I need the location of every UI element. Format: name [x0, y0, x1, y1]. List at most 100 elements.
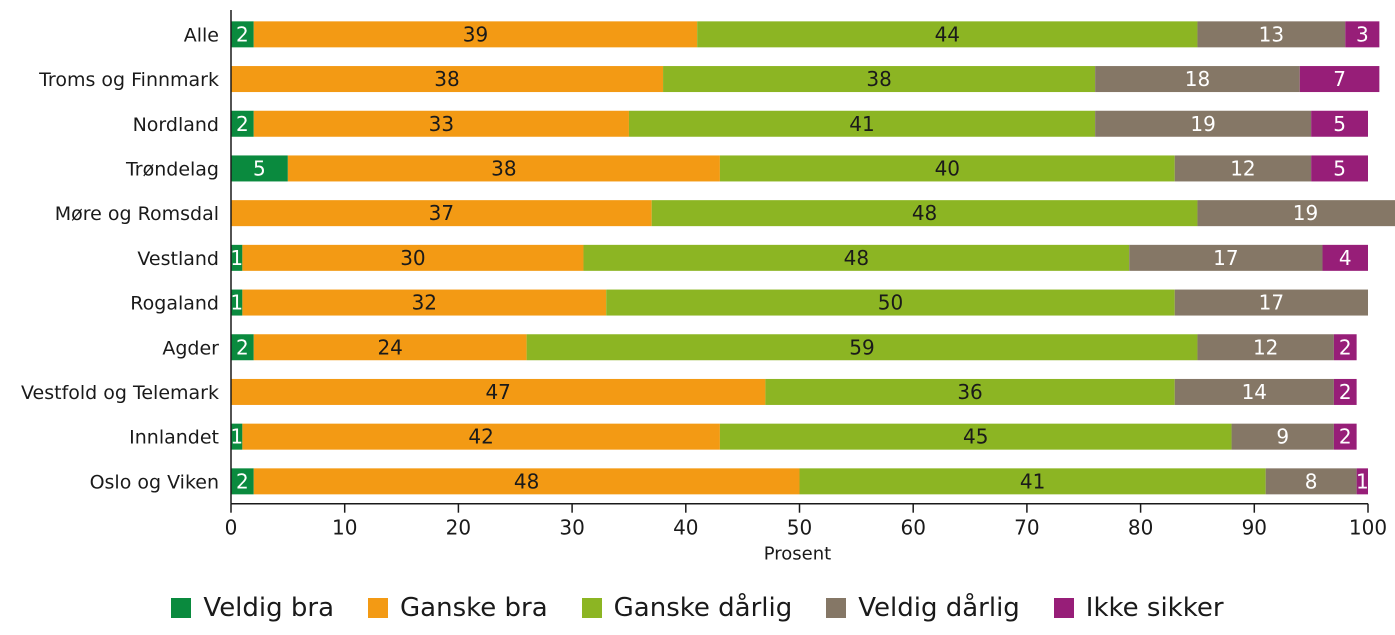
category-label: Vestland — [137, 248, 219, 270]
data-label: 2 — [236, 22, 249, 46]
data-label: 19 — [1293, 201, 1318, 225]
data-label: 37 — [429, 201, 454, 225]
category-label: Troms og Finnmark — [38, 69, 219, 91]
legend-item-ganske-d-rlig: Ganske dårlig — [581, 593, 792, 623]
stacked-bar-chart: 2 39 44 13 338 38 18 72 33 41 19 55 38 40 12 537 48 191 30… — [21, 10, 1395, 565]
category-labels: Alle Troms og Finnmark Nordland Trøndelag Mø… — [21, 24, 219, 493]
bar-segment-ganske-d-rlig — [628, 110, 1096, 137]
bar-segment-veldig-bra — [231, 468, 254, 495]
data-label: 45 — [963, 425, 988, 449]
bar-segment-ganske-d-rlig — [526, 334, 1198, 361]
x-axis: 0 10 20 30 40 50 60 70 80 90 100 — [225, 10, 1387, 540]
data-label: 5 — [1333, 156, 1346, 180]
bar-segment-veldig-d-rlig — [1265, 468, 1357, 495]
legend: Veldig bra Ganske bra Ganske dårlig Veldig … — [0, 588, 1395, 628]
category-label: Møre og Romsdal — [55, 203, 219, 225]
data-label: 1 — [230, 291, 243, 315]
x-tick-label: 90 — [1242, 516, 1267, 540]
category-label: Trøndelag — [125, 158, 219, 180]
legend-label: Ikke sikker — [1085, 593, 1224, 623]
x-tick-label: 20 — [446, 516, 471, 540]
data-label: 18 — [1185, 67, 1210, 91]
legend-swatch — [1053, 598, 1074, 618]
bar-segment-veldig-d-rlig — [1129, 244, 1323, 271]
x-tick-label: 80 — [1128, 516, 1153, 540]
data-label: 38 — [491, 156, 516, 180]
category-label: Rogaland — [130, 293, 219, 315]
bar-segment-ikke-sikker — [1345, 21, 1380, 48]
bar-segment-ganske-bra — [231, 378, 766, 405]
category-label: Vestfold og Telemark — [21, 382, 219, 404]
bar-segment-ganske-d-rlig — [583, 244, 1130, 271]
bar-segment-ganske-bra — [242, 423, 720, 450]
legend-label: Veldig dårlig — [858, 593, 1020, 623]
data-label: 48 — [514, 469, 539, 493]
bars-group: 2 39 44 13 338 38 18 72 33 41 19 55 38 40 12 537 48 191 30… — [230, 21, 1395, 495]
x-tick-label: 30 — [559, 516, 584, 540]
bar-segment-ikke-sikker — [1333, 378, 1357, 405]
bar-segment-veldig-d-rlig — [1174, 289, 1368, 316]
category-label: Oslo og Viken — [90, 471, 219, 493]
legend-item-veldig-d-rlig: Veldig dårlig — [826, 593, 1020, 623]
x-tick-label: 40 — [673, 516, 698, 540]
bar-segment-ganske-bra — [231, 66, 664, 93]
bar-segment-ikke-sikker — [1333, 334, 1357, 361]
data-label: 39 — [463, 22, 488, 46]
data-label: 2 — [1339, 380, 1352, 404]
data-label: 19 — [1190, 112, 1215, 136]
x-tick-label: 100 — [1349, 516, 1387, 540]
bar-segment-veldig-bra — [231, 334, 254, 361]
category-label: Alle — [184, 24, 219, 46]
data-label: 12 — [1253, 335, 1278, 359]
x-tick-label: 60 — [900, 516, 925, 540]
bar-segment-ikke-sikker — [1356, 468, 1368, 495]
bar-segment-veldig-bra — [231, 244, 243, 271]
x-tick-label: 10 — [332, 516, 357, 540]
bar-segment-ganske-d-rlig — [663, 66, 1096, 93]
data-label: 1 — [1356, 469, 1369, 493]
legend-label: Ganske bra — [400, 593, 548, 623]
bar-segment-ganske-bra — [242, 244, 584, 271]
data-label: 36 — [957, 380, 982, 404]
data-label: 2 — [236, 335, 249, 359]
bar-segment-ikke-sikker — [1311, 110, 1368, 137]
bar-segment-ikke-sikker — [1322, 244, 1368, 271]
legend-swatch — [171, 598, 192, 618]
data-label: 14 — [1242, 380, 1267, 404]
x-axis-title: Prosent — [764, 544, 831, 565]
data-label: 38 — [434, 67, 459, 91]
bar-segment-veldig-d-rlig — [1095, 66, 1300, 93]
data-label: 33 — [429, 112, 454, 136]
data-label: 5 — [253, 156, 266, 180]
category-label: Agder — [162, 337, 219, 359]
data-label: 8 — [1305, 469, 1318, 493]
bar-segment-ganske-bra — [231, 200, 652, 227]
legend-item-ikke-sikker: Ikke sikker — [1053, 593, 1224, 623]
bar-segment-ikke-sikker — [1333, 423, 1357, 450]
bar-segment-veldig-d-rlig — [1197, 200, 1395, 227]
data-label: 41 — [849, 112, 874, 136]
data-label: 44 — [935, 22, 960, 46]
data-label: 2 — [1339, 335, 1352, 359]
bar-segment-veldig-bra — [231, 21, 254, 48]
bar-segment-ganske-bra — [253, 468, 800, 495]
x-tick-label: 0 — [225, 516, 238, 540]
data-label: 24 — [377, 335, 402, 359]
data-label: 3 — [1356, 22, 1369, 46]
bar-segment-ganske-d-rlig — [697, 21, 1198, 48]
bar-segment-veldig-d-rlig — [1174, 155, 1312, 182]
data-label: 41 — [1020, 469, 1045, 493]
data-label: 2 — [236, 112, 249, 136]
data-label: 1 — [230, 246, 243, 270]
data-label: 59 — [849, 335, 874, 359]
legend-label: Veldig bra — [203, 593, 335, 623]
x-tick-label: 70 — [1014, 516, 1039, 540]
bar-segment-veldig-d-rlig — [1197, 334, 1334, 361]
bar-segment-veldig-d-rlig — [1197, 21, 1346, 48]
bar-segment-veldig-bra — [231, 110, 254, 137]
legend-item-veldig-bra: Veldig bra — [171, 593, 334, 623]
data-label: 17 — [1259, 291, 1284, 315]
data-label: 4 — [1339, 246, 1352, 270]
bar-segment-ganske-d-rlig — [765, 378, 1175, 405]
bar-segment-veldig-d-rlig — [1174, 378, 1334, 405]
